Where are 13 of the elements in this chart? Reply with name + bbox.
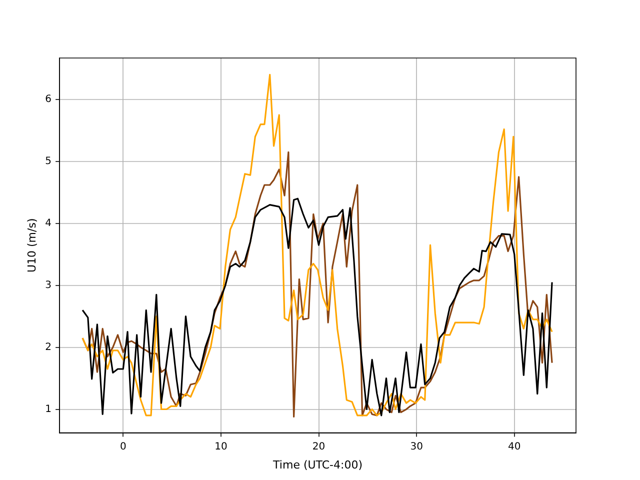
x-tick-label: 0 bbox=[120, 441, 126, 452]
y-tick-label: 5 bbox=[45, 156, 52, 168]
y-tick-label: 2 bbox=[45, 342, 52, 353]
x-tick-label: 20 bbox=[312, 441, 326, 452]
y-tick-label: 6 bbox=[45, 94, 52, 106]
x-axis-title: Time (UTC-4:00) bbox=[272, 458, 363, 472]
x-tick-label: 30 bbox=[410, 441, 423, 452]
x-tick-label: 40 bbox=[508, 441, 521, 452]
y-tick-label: 3 bbox=[45, 280, 52, 291]
y-axis-title: U10 (m/s) bbox=[25, 218, 38, 273]
y-tick-label: 1 bbox=[45, 404, 52, 415]
x-tick-label: 10 bbox=[214, 441, 228, 452]
y-tick-label: 4 bbox=[45, 218, 52, 229]
